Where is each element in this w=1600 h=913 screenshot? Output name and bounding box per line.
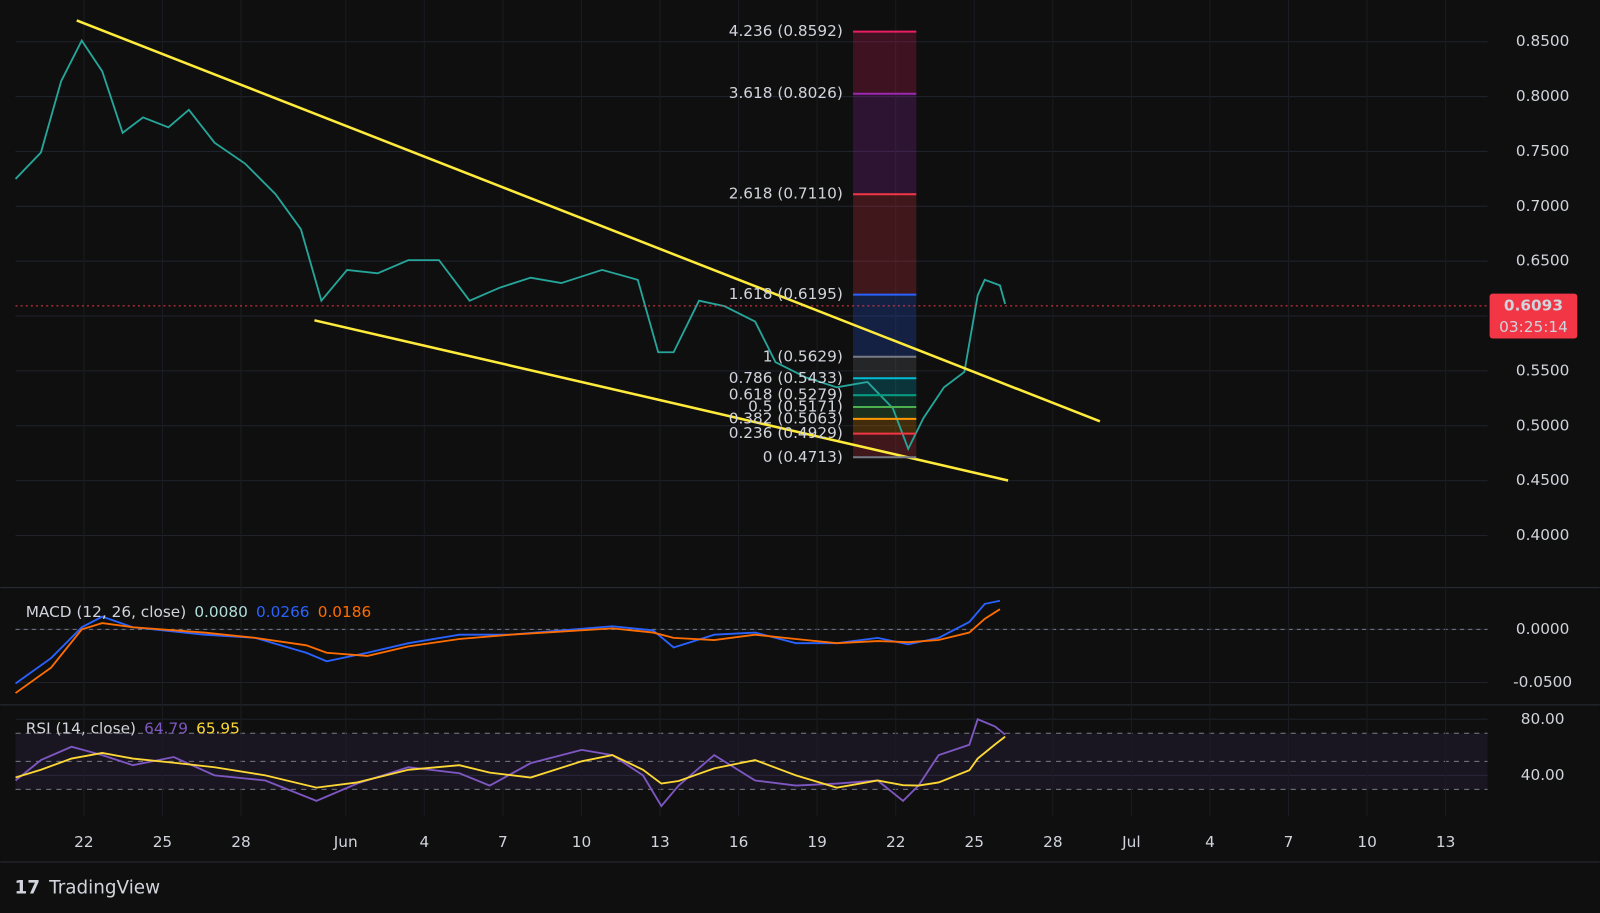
y-tick-label: 0.8500 bbox=[1516, 32, 1570, 50]
fib-label: 0 (0.4713) bbox=[763, 448, 843, 466]
price-tag bbox=[1489, 293, 1578, 339]
x-tick-label: 22 bbox=[74, 833, 93, 851]
x-tick-label: Jun bbox=[333, 833, 358, 851]
fib-label: 4.236 (0.8592) bbox=[729, 22, 843, 40]
y-tick-label: 0.5000 bbox=[1516, 416, 1570, 434]
fib-band bbox=[853, 356, 917, 379]
x-tick-label: 4 bbox=[1205, 833, 1215, 851]
x-tick-label: 25 bbox=[965, 833, 984, 851]
fib-label: 1 (0.5629) bbox=[763, 347, 843, 365]
x-tick-label: 7 bbox=[1284, 833, 1294, 851]
y-tick-label: 0.8000 bbox=[1516, 87, 1570, 105]
logo: 𝟭𝟳 bbox=[15, 878, 41, 899]
x-tick-label: 25 bbox=[153, 833, 172, 851]
overlay: 0.40000.45000.50000.55000.60000.65000.70… bbox=[26, 22, 1578, 851]
fib-band bbox=[853, 378, 917, 396]
indicator-legend: RSI (14, close) 64.79 65.95 bbox=[26, 719, 240, 737]
x-tick-label: 16 bbox=[729, 833, 748, 851]
y-tick-label: 80.00 bbox=[1521, 710, 1565, 728]
legend-text: 64.79 bbox=[144, 719, 188, 737]
fib-label: 1.618 (0.6195) bbox=[729, 285, 843, 303]
fib-label: 3.618 (0.8026) bbox=[729, 84, 843, 102]
x-tick-label: Jul bbox=[1121, 833, 1140, 851]
x-tick-label: 4 bbox=[419, 833, 429, 851]
fib-label: 0.382 (0.5063) bbox=[729, 409, 843, 427]
fib-band bbox=[853, 194, 917, 295]
fib-label: 2.618 (0.7110) bbox=[729, 185, 843, 203]
fib-label: 0.236 (0.4929) bbox=[729, 424, 843, 442]
legend-text: 0.0186 bbox=[318, 603, 372, 621]
legend-text: RSI (14, close) bbox=[26, 719, 136, 737]
fib-band bbox=[853, 294, 917, 357]
legend-text: 0.0080 bbox=[194, 603, 248, 621]
plot bbox=[14, 31, 1488, 808]
y-tick-label: 0.4500 bbox=[1516, 471, 1570, 489]
x-tick-label: 13 bbox=[1436, 833, 1455, 851]
legend-text: 0.0266 bbox=[256, 603, 310, 621]
series-line bbox=[15, 735, 1006, 789]
y-tick-label: 0.0000 bbox=[1516, 620, 1570, 638]
x-tick-label: 10 bbox=[572, 833, 591, 851]
y-tick-label: 0.5500 bbox=[1516, 361, 1570, 379]
x-tick-label: 10 bbox=[1357, 833, 1376, 851]
fib-band bbox=[853, 31, 917, 94]
x-tick-label: 19 bbox=[807, 833, 826, 851]
legend-text: 65.95 bbox=[196, 719, 240, 737]
y-tick-label: -0.0500 bbox=[1513, 673, 1572, 691]
y-tick-label: 0.7500 bbox=[1516, 142, 1570, 160]
legend-text: MACD (12, 26, close) bbox=[26, 603, 186, 621]
indicator-legend: MACD (12, 26, close) 0.0080 0.0266 0.0186 bbox=[26, 603, 372, 621]
x-tick-label: 28 bbox=[1043, 833, 1062, 851]
series-line bbox=[14, 608, 1001, 694]
fib-band bbox=[853, 93, 917, 195]
fib-label: 0.786 (0.5433) bbox=[729, 369, 843, 387]
series-line bbox=[14, 38, 1007, 452]
countdown: 03:25:14 bbox=[1499, 318, 1568, 336]
price-tag-label: 0.6093 bbox=[1504, 296, 1563, 314]
y-tick-label: 0.4000 bbox=[1516, 526, 1570, 544]
brand: TradingView bbox=[48, 878, 160, 899]
trend-line bbox=[314, 319, 1009, 482]
x-tick-label: 13 bbox=[650, 833, 669, 851]
y-tick-label: 0.6500 bbox=[1516, 252, 1570, 270]
fib-label: 0.5 (0.5171) bbox=[748, 398, 843, 416]
trend-line bbox=[76, 19, 1101, 423]
fib-band bbox=[853, 418, 917, 434]
fib-band bbox=[853, 433, 917, 458]
x-tick-label: 28 bbox=[231, 833, 250, 851]
y-tick-label: 0.7000 bbox=[1516, 197, 1570, 215]
x-tick-label: 7 bbox=[498, 833, 508, 851]
fib-band bbox=[853, 407, 917, 419]
fib-label: 0.618 (0.5279) bbox=[729, 386, 843, 404]
x-tick-label: 22 bbox=[886, 833, 905, 851]
y-tick-label: 40.00 bbox=[1521, 766, 1565, 784]
